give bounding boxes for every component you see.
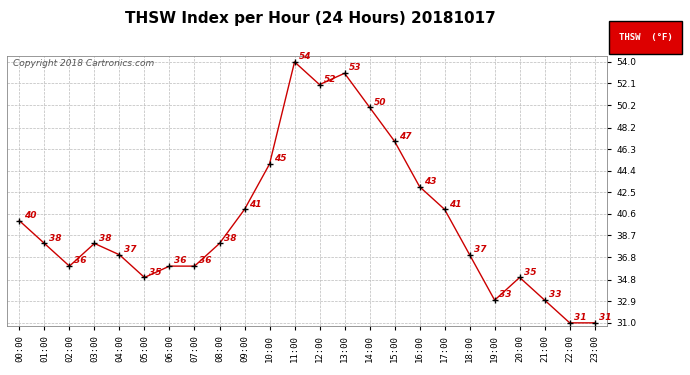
Text: 37: 37 xyxy=(124,245,136,254)
Text: 35: 35 xyxy=(524,268,536,277)
Text: THSW  (°F): THSW (°F) xyxy=(619,33,672,42)
Text: 53: 53 xyxy=(348,63,362,72)
Text: 38: 38 xyxy=(99,234,111,243)
Text: 41: 41 xyxy=(248,200,262,208)
Text: 37: 37 xyxy=(474,245,486,254)
Text: 47: 47 xyxy=(399,132,411,141)
Text: THSW Index per Hour (24 Hours) 20181017: THSW Index per Hour (24 Hours) 20181017 xyxy=(125,11,496,26)
Text: 35: 35 xyxy=(148,268,161,277)
Text: 45: 45 xyxy=(274,154,286,163)
Text: 38: 38 xyxy=(224,234,236,243)
Text: 40: 40 xyxy=(23,211,36,220)
Text: 36: 36 xyxy=(199,256,211,265)
Text: 33: 33 xyxy=(549,290,562,299)
Text: Copyright 2018 Cartronics.com: Copyright 2018 Cartronics.com xyxy=(13,59,154,68)
Text: 54: 54 xyxy=(299,52,311,61)
Text: 31: 31 xyxy=(599,313,611,322)
Text: 43: 43 xyxy=(424,177,436,186)
Text: 36: 36 xyxy=(74,256,86,265)
Text: 33: 33 xyxy=(499,290,511,299)
Text: 31: 31 xyxy=(574,313,586,322)
Text: 38: 38 xyxy=(48,234,61,243)
Text: 41: 41 xyxy=(448,200,462,208)
Text: 50: 50 xyxy=(374,98,386,106)
Text: 36: 36 xyxy=(174,256,186,265)
Text: 52: 52 xyxy=(324,75,336,84)
